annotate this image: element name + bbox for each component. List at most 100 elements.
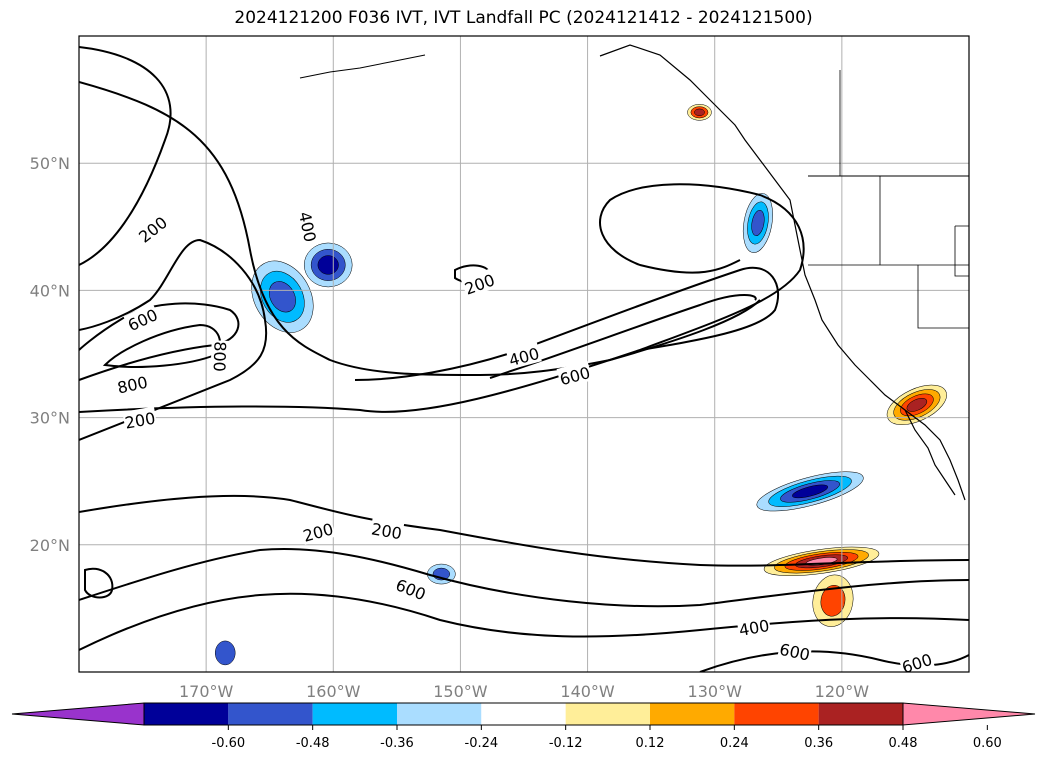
lat-tick-label: 20°N <box>30 536 70 555</box>
contour-600-east <box>489 294 757 379</box>
contour-label-text: 200 <box>370 519 403 543</box>
lat-tick-label: 30°N <box>30 409 70 428</box>
ivt-pc-band <box>317 255 339 275</box>
lon-tick-label: 160°W <box>306 682 361 701</box>
contour-label-bg <box>114 370 150 397</box>
contour-label-bg <box>133 210 171 247</box>
contour-label-bg <box>460 268 498 298</box>
colorbar-tick-label: 0.24 <box>720 736 749 751</box>
contour-label-bg <box>392 573 430 604</box>
contour-label-text: 400 <box>738 616 771 640</box>
contour-200-south <box>79 494 969 567</box>
lat-tick-label: 50°N <box>30 154 70 173</box>
colorbar-extend-low <box>11 702 145 726</box>
contour-label: 400 <box>295 208 322 245</box>
baja-coastline <box>904 409 956 496</box>
contour-label-bg <box>736 613 772 640</box>
contour-label: 400 <box>505 341 542 370</box>
contour-label-bg <box>299 517 336 545</box>
contour-label: 800 <box>210 340 232 373</box>
contour-label-text: 400 <box>507 344 541 370</box>
contour-200-east <box>79 183 805 413</box>
ivt-pc-region <box>214 640 236 666</box>
ivt-contours <box>79 46 969 672</box>
ivt-pc-region <box>251 260 314 333</box>
ivt-pc-band <box>694 108 705 116</box>
ivt-pc-region <box>756 471 864 512</box>
lat-tick-label: 40°N <box>30 281 70 300</box>
contour-label-text: 600 <box>900 650 935 678</box>
contour-label: 200 <box>460 268 498 299</box>
colorbar-tick-label: 0.60 <box>973 736 1002 751</box>
colorbar-segment <box>312 703 397 725</box>
contour-label: 200 <box>133 210 171 247</box>
contour-label-text: 800 <box>210 341 230 372</box>
colorbar-tick-label: 0.36 <box>804 736 833 751</box>
map-frame <box>78 35 970 673</box>
contour-600-central <box>79 302 240 381</box>
colorbar-frame <box>143 702 904 726</box>
ivt-pc-band <box>906 398 928 412</box>
colorbar-segment <box>397 703 482 725</box>
ivt-pc-region <box>687 104 712 121</box>
colorbar-tick-label: -0.12 <box>549 736 583 751</box>
contour-label: 600 <box>392 573 430 604</box>
ivt-pc-band <box>214 640 236 666</box>
colorbar-tick-label: -0.24 <box>465 736 499 751</box>
colorbar-segment <box>818 703 903 725</box>
ivt-pc-fill-layer <box>214 104 947 666</box>
contour-label: 600 <box>556 360 593 389</box>
state-borders <box>808 70 969 329</box>
contour-400-south <box>79 592 969 651</box>
colorbar-segment <box>650 703 735 725</box>
contour-label-bg <box>123 302 161 335</box>
lon-tick-label: 170°W <box>179 682 234 701</box>
colorbar-tick-label: -0.36 <box>380 736 414 751</box>
colorbar-segment <box>565 703 650 725</box>
colorbar-tick-label: 0.12 <box>636 736 665 751</box>
lon-tick-label: 150°W <box>433 682 488 701</box>
contour-label: 600 <box>898 647 935 678</box>
contour-label: 800 <box>114 370 150 397</box>
ivt-pc-band <box>792 484 829 499</box>
contour-label: 400 <box>736 613 772 640</box>
contour-small-ring <box>84 567 114 599</box>
ivt-pc-region <box>742 193 773 253</box>
contour-400-east <box>354 266 780 381</box>
contour-200-central <box>79 238 268 441</box>
ivt-pc-band <box>751 209 765 236</box>
colorbar-tick-label: 0.48 <box>889 736 918 751</box>
map-axes: 50°N 40°N 30°N 20°N 170°W 160°W 150°W 140°W 130°… <box>30 154 870 701</box>
contour-label-text: 200 <box>123 409 156 433</box>
contour-label-bg <box>369 517 405 543</box>
contour-label: 600 <box>777 637 813 665</box>
colorbar-segment <box>144 703 229 725</box>
colorbar-extend-high <box>902 702 1036 726</box>
contour-label: 200 <box>369 517 405 543</box>
contour-label-text: 200 <box>462 270 497 298</box>
contour-label-bg <box>505 341 542 370</box>
contour-400-north <box>79 81 761 377</box>
colorbar-tick-label: -0.48 <box>296 736 330 751</box>
gridlines <box>79 36 969 672</box>
colorbar-segment <box>481 703 566 725</box>
contour-label: 200 <box>122 406 158 433</box>
lon-tick-label: 120°W <box>815 682 870 701</box>
contour-label-text: 200 <box>135 213 171 247</box>
lon-tick-label: 130°W <box>688 682 743 701</box>
colorbar-segment <box>228 703 313 725</box>
ivt-pc-band <box>820 585 846 617</box>
ivt-pc-region <box>303 242 353 288</box>
ivt-pc-region <box>886 384 947 425</box>
colorbar-segment <box>734 703 819 725</box>
contour-800 <box>102 323 221 368</box>
contour-label-bg <box>210 340 232 373</box>
contour-200-north <box>79 46 172 266</box>
colorbar: -0.60 -0.48 -0.36 -0.24 -0.12 0.12 0.24 0.36 0.4… <box>11 702 1036 751</box>
contour-label-text: 600 <box>558 363 592 389</box>
contour-label: 600 <box>123 302 161 335</box>
contour-label-text: 200 <box>301 519 335 545</box>
contour-label-bg <box>295 208 322 245</box>
